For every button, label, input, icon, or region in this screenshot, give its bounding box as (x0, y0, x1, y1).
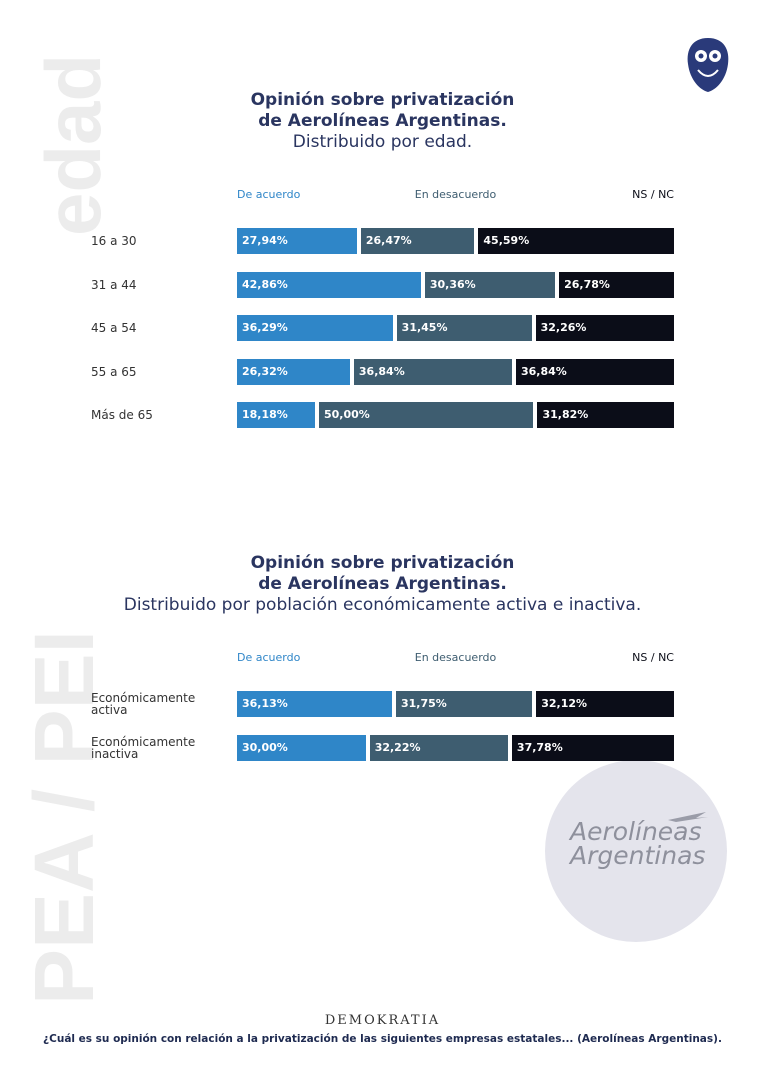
legend-label: NS / NC (632, 188, 674, 201)
legend-label: De acuerdo (237, 651, 301, 664)
bar-segment (424, 271, 556, 298)
category-label: 55 a 65 (91, 364, 137, 379)
value-label: 26,47% (365, 234, 412, 247)
category-label: Más de 65 (91, 408, 153, 423)
value-label: 26,32% (242, 364, 288, 378)
category-label: 45 a 54 (91, 321, 137, 336)
value-label: 45,59% (483, 234, 530, 247)
bar-segment (537, 402, 674, 429)
bar-segment (237, 315, 393, 342)
value-label: 36,13% (242, 697, 288, 710)
side-label: PEA / PEI (17, 629, 111, 1005)
brand: DEMOKRATIA (324, 1013, 441, 1028)
value-label: 36,29% (242, 321, 288, 335)
bar-segment (353, 358, 512, 385)
logo-circle (545, 760, 727, 942)
category-label: Económicamente activa (91, 691, 196, 717)
category-label: 16 a 30 (91, 234, 137, 248)
chart-title: Opinión sobre privatización (250, 90, 515, 110)
bar-segment (237, 271, 421, 298)
value-label: 27,94% (242, 234, 288, 247)
legend-label: De acuerdo (237, 188, 301, 201)
owl-logo (687, 38, 729, 92)
category-label: Económicamente inactiva (91, 734, 196, 761)
value-label: 30,36% (429, 277, 476, 291)
bar-segment (360, 228, 475, 254)
category-label: 31 a 44 (91, 277, 137, 292)
bar-segment (515, 358, 674, 385)
value-label: 31,45% (401, 321, 448, 335)
bar-segment (559, 271, 674, 298)
bar-segment (478, 228, 674, 254)
value-label: 36,84% (358, 364, 405, 378)
bar-segment (237, 402, 315, 429)
bar-segment (237, 358, 350, 385)
value-label: 42,86% (242, 277, 288, 291)
bar-segment (395, 691, 533, 717)
bar-segment (318, 402, 534, 429)
value-label: 31,82% (542, 408, 589, 422)
bar-segment (237, 228, 357, 254)
chart-title: de Aerolíneas Argentinas. (258, 574, 507, 594)
bar-segment (369, 734, 508, 761)
value-label: 26,78% (564, 277, 610, 291)
value-label: 32,12% (541, 697, 588, 710)
bar-segment (396, 315, 532, 342)
chart-title: Opinión sobre privatización (250, 553, 515, 573)
value-label: 31,75% (400, 697, 447, 710)
chart-subtitle: Distribuido por edad. (292, 132, 473, 152)
bar-segment (237, 734, 366, 761)
bar-segment (535, 315, 674, 342)
value-label: 50,00% (323, 408, 370, 422)
value-label: 32,26% (540, 321, 587, 335)
legend-label: NS / NC (632, 651, 674, 664)
bar-segment (536, 691, 674, 717)
value-label: 36,84% (520, 364, 567, 378)
bar-segment (511, 734, 674, 761)
airline-logo-line: Aerolíneas (570, 817, 702, 846)
value-label: 18,18% (242, 408, 288, 422)
value-label: 30,00% (242, 740, 288, 754)
chart-title: de Aerolíneas Argentinas. (258, 111, 507, 131)
legend-label: En desacuerdo (414, 188, 497, 201)
airline-bird (668, 812, 708, 822)
legend-label: En desacuerdo (414, 651, 497, 664)
bar-segment (237, 691, 392, 717)
airline-logo: Aerolíneas Argentinas (570, 817, 706, 870)
value-label: 37,78% (516, 740, 563, 754)
airline-logo-line: Argentinas (570, 841, 706, 870)
value-label: 32,22% (374, 740, 421, 754)
footer-question: ¿Cuál es su opinión con relación a la pr… (43, 1033, 722, 1045)
chart-subtitle: Distribuido por población económicamente… (123, 595, 642, 615)
